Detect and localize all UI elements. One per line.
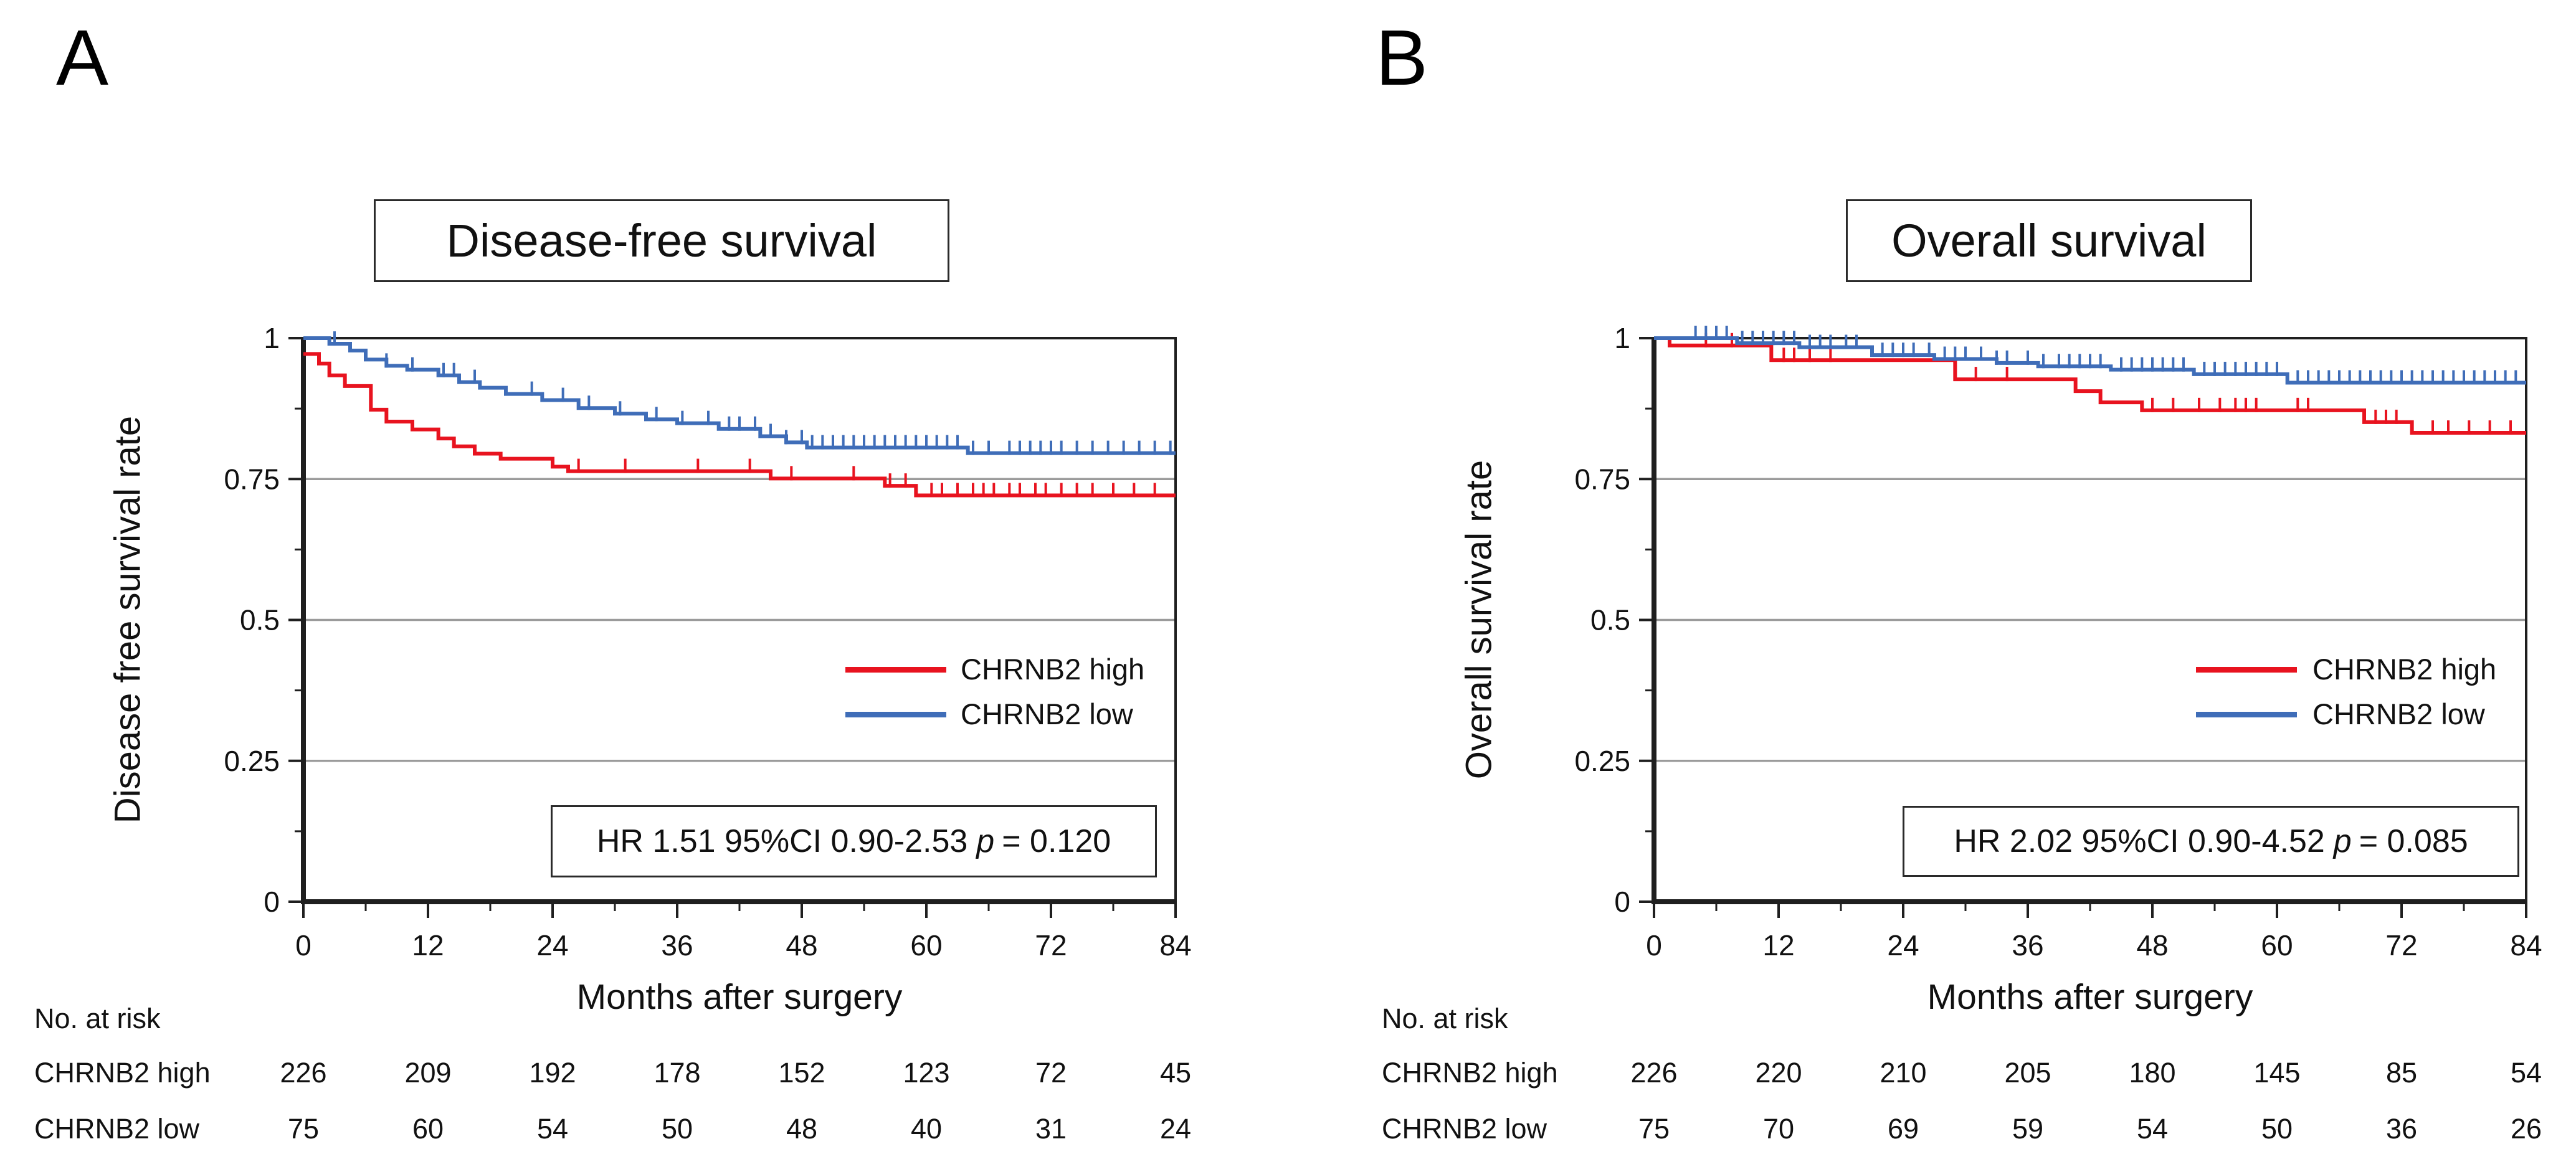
risk-count: 50 [661, 1113, 693, 1145]
legend-swatch-high [845, 667, 946, 673]
y-tick-label: 1 [264, 322, 280, 354]
x-tick-label: 36 [2012, 929, 2043, 962]
x-axis-title: Months after surgery [1927, 977, 2253, 1017]
risk-count: 205 [2004, 1057, 2051, 1089]
x-tick-label: 24 [1887, 929, 1919, 962]
risk-count: 69 [1887, 1113, 1919, 1145]
x-tick-label: 84 [2510, 929, 2542, 962]
risk-count: 54 [2136, 1113, 2169, 1145]
risk-count: 48 [786, 1113, 818, 1145]
survival-curve-high [1654, 336, 2526, 435]
x-tick-label: 60 [2261, 929, 2293, 962]
x-axis-title: Months after surgery [576, 977, 903, 1017]
x-tick-label: 72 [1035, 929, 1067, 962]
legend-swatch-low [845, 712, 946, 717]
p-value: = 0.085 [2359, 823, 2468, 859]
km-plot: 0 0.25 0.5 0.75 1 0 12 24 36 48 60 72 84 [1574, 322, 2542, 962]
panel-letter: A [56, 14, 109, 102]
hr-text: HR 2.02 95%CI 0.90-4.52 [1954, 823, 2325, 859]
risk-row-label-high: CHRNB2 high [1382, 1057, 1558, 1089]
risk-count: 36 [2385, 1113, 2418, 1145]
risk-row-label-low: CHRNB2 low [34, 1113, 200, 1145]
risk-count: 59 [2012, 1113, 2044, 1145]
survival-curve-high [303, 352, 1176, 498]
risk-count: 210 [1880, 1057, 1927, 1089]
risk-count: 123 [903, 1057, 950, 1089]
legend-label-low: CHRNB2 low [2312, 697, 2485, 730]
risk-row-label-low: CHRNB2 low [1382, 1113, 1547, 1145]
panel-title: Overall survival [1846, 199, 2252, 282]
x-tick-label: 12 [412, 929, 444, 962]
y-tick-label: 1 [1614, 322, 1630, 354]
survival-curve-low [303, 336, 1176, 455]
risk-count: 45 [1159, 1057, 1192, 1089]
risk-count: 226 [1630, 1057, 1678, 1089]
risk-count: 70 [1762, 1113, 1795, 1145]
panel-title: Disease-free survival [374, 199, 949, 282]
y-tick-label: 0 [1614, 886, 1630, 918]
risk-count: 220 [1755, 1057, 1802, 1089]
y-axis-title-text: Disease free survival rate [107, 415, 148, 824]
p-symbol: p [976, 823, 995, 859]
risk-table-row-low: 75 60 54 50 48 40 31 24 [0, 1112, 2576, 1146]
risk-table-row-high: 226 209 192 178 152 123 72 45 [0, 1056, 2576, 1090]
x-tick-label: 12 [1762, 929, 1794, 962]
risk-count: 192 [529, 1057, 576, 1089]
panel-letter: B [1376, 14, 1428, 102]
risk-count: 75 [1638, 1113, 1670, 1145]
risk-count: 50 [2261, 1113, 2293, 1145]
p-symbol: p [2333, 823, 2352, 859]
risk-count: 178 [654, 1057, 701, 1089]
hazard-ratio-annotation: HR 1.51 95%CI 0.90-2.53 p = 0.120 [551, 805, 1157, 877]
hazard-ratio-annotation: HR 2.02 95%CI 0.90-4.52 p = 0.085 [1903, 806, 2519, 877]
x-tick-label: 48 [2136, 929, 2168, 962]
risk-count: 40 [910, 1113, 943, 1145]
risk-count: 60 [412, 1113, 444, 1145]
risk-count: 209 [404, 1057, 452, 1089]
y-tick-label: 0 [264, 886, 280, 918]
risk-row-label-high: CHRNB2 high [34, 1057, 211, 1089]
risk-count: 75 [287, 1113, 320, 1145]
x-tick-label: 48 [786, 929, 817, 962]
risk-count: 180 [2129, 1057, 2176, 1089]
hr-text: HR 1.51 95%CI 0.90-2.53 [596, 823, 968, 859]
risk-count: 145 [2253, 1057, 2301, 1089]
x-tick-label: 0 [295, 929, 311, 962]
risk-count: 31 [1035, 1113, 1067, 1145]
y-tick-label: 0.5 [240, 604, 280, 636]
legend-label-low: CHRNB2 low [961, 697, 1133, 730]
risk-count: 72 [1035, 1057, 1067, 1089]
risk-count: 26 [2510, 1113, 2542, 1145]
risk-table-heading: No. at risk [1382, 1003, 1508, 1034]
x-tick-label: 24 [536, 929, 568, 962]
risk-table-row-low: 75 70 69 59 54 50 36 26 [0, 1112, 2576, 1146]
x-tick-label: 84 [1159, 929, 1191, 962]
risk-count: 226 [280, 1057, 327, 1089]
y-tick-label: 0.25 [224, 745, 280, 777]
km-plot: 0 0.25 0.5 0.75 1 0 12 24 36 48 60 72 84 [224, 322, 1191, 962]
y-tick-label: 0.75 [224, 463, 280, 495]
risk-table-heading: No. at risk [34, 1003, 161, 1034]
x-tick-label: 60 [910, 929, 942, 962]
risk-count: 54 [2510, 1057, 2542, 1089]
risk-count: 54 [536, 1113, 569, 1145]
x-tick-label: 36 [661, 929, 693, 962]
p-value: = 0.120 [1002, 823, 1111, 859]
y-tick-label: 0.75 [1574, 463, 1630, 495]
x-tick-label: 72 [2385, 929, 2417, 962]
risk-count: 152 [778, 1057, 825, 1089]
y-axis-title-text: Overall survival rate [1458, 460, 1499, 780]
legend-label-high: CHRNB2 high [961, 653, 1145, 686]
y-tick-label: 0.25 [1574, 745, 1630, 777]
legend-swatch-low [2196, 712, 2297, 717]
x-tick-label: 0 [1646, 929, 1662, 962]
risk-table-row-high: 226 220 210 205 180 145 85 54 [0, 1056, 2576, 1090]
y-tick-label: 0.5 [1590, 604, 1630, 636]
legend-swatch-high [2196, 667, 2297, 673]
risk-count: 24 [1159, 1113, 1192, 1145]
risk-count: 85 [2385, 1057, 2418, 1089]
legend-label-high: CHRNB2 high [2312, 653, 2497, 686]
